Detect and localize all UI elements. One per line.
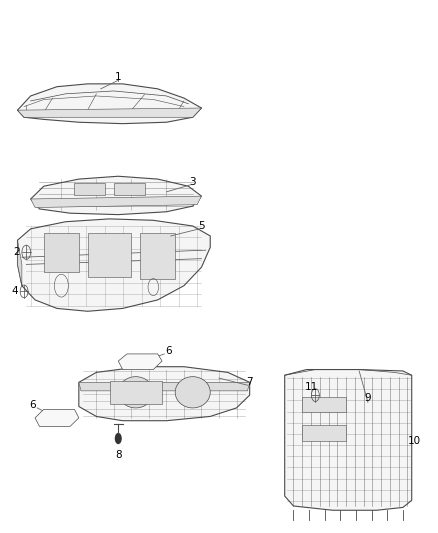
Text: 11: 11 bbox=[304, 382, 318, 392]
Text: 6: 6 bbox=[29, 400, 36, 410]
Polygon shape bbox=[18, 84, 201, 124]
Bar bbox=[114, 183, 145, 195]
Text: 9: 9 bbox=[364, 393, 371, 403]
Bar bbox=[88, 233, 131, 277]
Polygon shape bbox=[79, 367, 250, 421]
Polygon shape bbox=[35, 409, 79, 426]
Bar bbox=[302, 425, 346, 441]
Text: 3: 3 bbox=[189, 177, 196, 187]
Text: 7: 7 bbox=[246, 377, 253, 387]
Bar bbox=[140, 233, 175, 279]
Ellipse shape bbox=[175, 377, 210, 408]
Polygon shape bbox=[18, 108, 201, 117]
Polygon shape bbox=[18, 219, 210, 311]
Bar bbox=[302, 397, 346, 412]
Polygon shape bbox=[31, 196, 201, 207]
Text: 6: 6 bbox=[165, 346, 172, 356]
Text: 5: 5 bbox=[198, 221, 205, 231]
Text: 4: 4 bbox=[11, 286, 18, 296]
Circle shape bbox=[115, 433, 122, 444]
Polygon shape bbox=[79, 382, 250, 391]
Polygon shape bbox=[31, 176, 201, 215]
Polygon shape bbox=[285, 369, 412, 510]
Polygon shape bbox=[18, 240, 22, 286]
Text: 10: 10 bbox=[407, 435, 420, 446]
Text: 1: 1 bbox=[115, 72, 122, 82]
Bar bbox=[74, 183, 105, 195]
Text: 2: 2 bbox=[13, 247, 20, 257]
Polygon shape bbox=[118, 354, 162, 369]
Ellipse shape bbox=[118, 377, 153, 408]
Bar bbox=[110, 381, 162, 403]
Text: 8: 8 bbox=[115, 450, 122, 460]
Bar bbox=[44, 233, 79, 272]
